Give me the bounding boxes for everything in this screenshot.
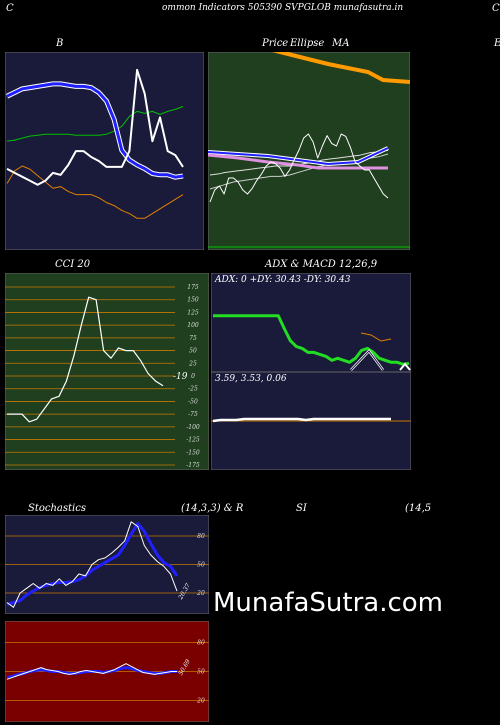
rsi-tick-label: 50 xyxy=(197,669,205,676)
header-left-char: C xyxy=(6,3,14,14)
cci-tick-label: 75 xyxy=(189,335,197,342)
adx-values: ADX: 0 +DY: 30.43 -DY: 30.43 xyxy=(215,275,351,285)
ma-price-line xyxy=(209,133,389,203)
bb-title: B xyxy=(56,38,64,49)
cci-tick-label: -50 xyxy=(188,398,198,405)
stoch-d-line xyxy=(6,522,179,606)
stoch-tick-label: 50 xyxy=(197,562,205,569)
rsi-title-params: (14,5 xyxy=(405,503,432,514)
macd-values: 3.59, 3.53, 0.06 xyxy=(215,374,287,384)
macd-line xyxy=(212,417,391,423)
cci-tick-label: 25 xyxy=(188,360,197,367)
header-title: ommon Indicators 505390 SVPGLOB munafasu… xyxy=(162,3,404,13)
cci-tick-label: 125 xyxy=(187,309,199,316)
ma-title-ma: MA xyxy=(332,38,350,49)
cci-tick-label: 100 xyxy=(187,322,199,329)
cci-tick-label: -25 xyxy=(188,386,198,393)
rsi-tick-label: 80 xyxy=(197,639,205,646)
cci-tick-label: 175 xyxy=(187,284,199,291)
bb-price-line xyxy=(6,68,184,186)
adx-bg xyxy=(211,273,411,372)
right-edge-char: E xyxy=(494,38,500,49)
rsi-line xyxy=(6,663,177,680)
cci-tick-label: -125 xyxy=(186,437,200,444)
cci-title: CCI 20 xyxy=(55,259,91,270)
stochastics-chart: 80 50 20 xyxy=(5,515,209,614)
rsi-chart: 80 50 20 xyxy=(5,621,209,722)
stoch-title: Stochastics xyxy=(28,503,86,514)
cci-tick-label: -175 xyxy=(186,462,200,469)
bb-lower-band xyxy=(6,165,184,219)
cci-line xyxy=(7,296,164,423)
ma-blue xyxy=(208,147,389,166)
bollinger-bg xyxy=(5,52,204,250)
adx-title: ADX & MACD 12,26,9 xyxy=(265,259,378,270)
ma-long-orange xyxy=(271,52,410,84)
cci-chart: 175 150 125 100 75 50 25 0 -25 -50 -75 -100 -125 -150… xyxy=(5,273,209,470)
stoch-tick-label: 80 xyxy=(197,533,205,540)
stoch-tick-label: 20 xyxy=(196,590,205,597)
header-right-char: C xyxy=(492,3,500,14)
adx-line xyxy=(213,314,410,366)
cci-tick-label: -150 xyxy=(186,449,200,456)
plus-di-line xyxy=(350,350,384,371)
cci-tick-label: 0 xyxy=(191,373,195,380)
minus-di-line xyxy=(399,362,411,371)
bb-middle-band xyxy=(6,82,184,179)
ma-title-price: Price xyxy=(262,38,289,49)
stoch-params: (14,3,3) & R xyxy=(181,503,244,514)
adx-chart xyxy=(211,273,411,372)
macd-chart xyxy=(211,372,411,470)
cci-tick-label: -75 xyxy=(188,411,198,418)
rsi-tick-label: 20 xyxy=(196,698,205,705)
bb-upper-band xyxy=(6,106,184,142)
cci-tick-label: 150 xyxy=(187,297,199,304)
watermark: MunafaSutra.com xyxy=(213,588,444,618)
price-ma-chart xyxy=(208,52,410,250)
bollinger-chart xyxy=(5,52,204,250)
adx-orange-line xyxy=(360,332,392,342)
cci-tick-label: 50 xyxy=(189,348,197,355)
ma-title-ellipse: Ellipse xyxy=(290,38,325,49)
cci-tick-label: -100 xyxy=(186,424,200,431)
cci-last-value: -19 xyxy=(173,372,188,382)
price-ma-bg xyxy=(208,52,410,250)
stoch-k-line xyxy=(6,521,178,608)
rsi-title-si: SI xyxy=(296,503,307,514)
ma-pink xyxy=(208,153,388,170)
cci-bg xyxy=(5,273,209,470)
